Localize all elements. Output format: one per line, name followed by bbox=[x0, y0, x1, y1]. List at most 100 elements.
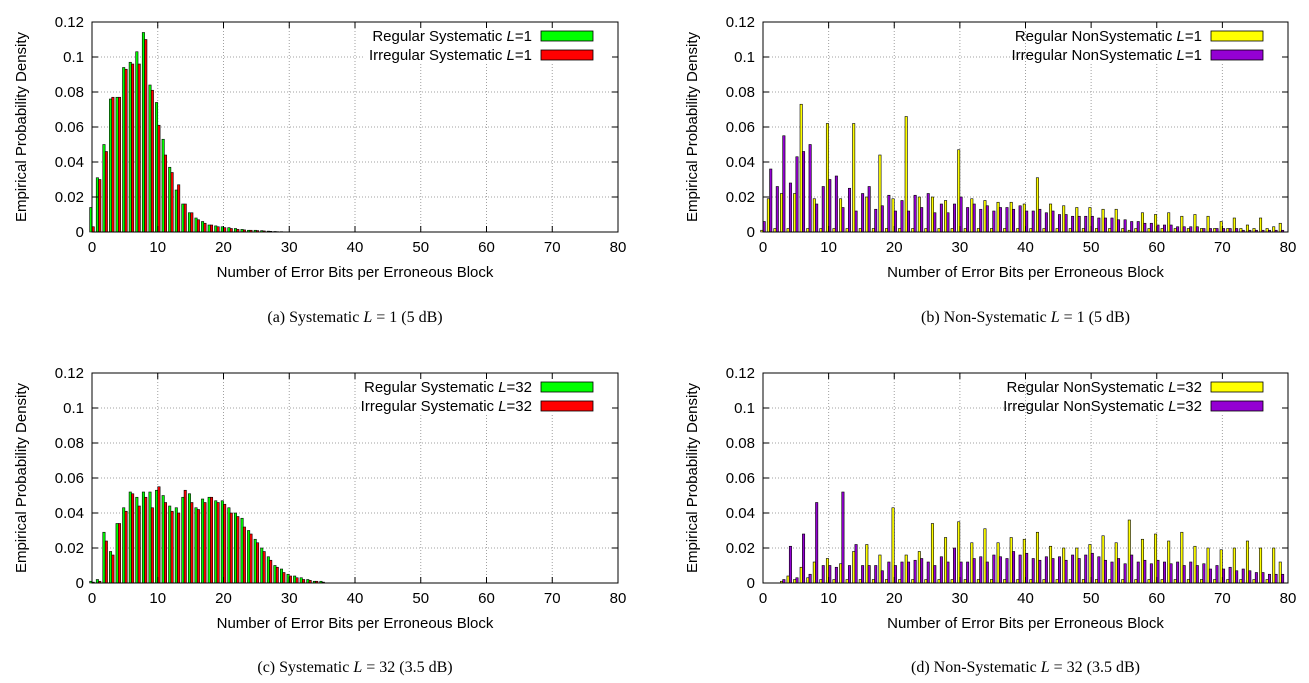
bar bbox=[1193, 214, 1197, 233]
bar bbox=[1095, 228, 1098, 233]
bar bbox=[898, 579, 902, 584]
bar bbox=[223, 503, 227, 584]
bar bbox=[996, 542, 1000, 584]
bar bbox=[976, 579, 980, 584]
bar bbox=[874, 565, 878, 584]
bar bbox=[1121, 579, 1125, 584]
y-axis-label: Empirical Probability Density bbox=[684, 31, 701, 222]
bar bbox=[913, 559, 917, 584]
bar bbox=[795, 156, 799, 233]
bar bbox=[911, 579, 915, 584]
bar bbox=[939, 203, 943, 233]
y-tick-label: 0 bbox=[76, 224, 84, 241]
bar bbox=[904, 116, 908, 233]
bar bbox=[1173, 228, 1177, 233]
bar bbox=[1259, 547, 1263, 584]
bar bbox=[782, 579, 786, 584]
bar bbox=[1186, 228, 1190, 233]
bar bbox=[1108, 228, 1112, 233]
bar bbox=[183, 203, 187, 233]
bar bbox=[104, 540, 108, 584]
bar bbox=[1189, 561, 1193, 584]
bar bbox=[1044, 212, 1048, 233]
bar bbox=[998, 207, 1002, 233]
bar bbox=[273, 565, 277, 584]
bar bbox=[236, 516, 240, 584]
bar bbox=[867, 565, 871, 584]
y-tick-label: 0.12 bbox=[55, 14, 84, 31]
legend-label-0: Regular NonSystematic L=1 bbox=[1015, 28, 1202, 45]
x-tick-label: 20 bbox=[215, 590, 232, 607]
subplot-d: 0 0.02 0.04 0.06 0.08 0.1 0.12 0 10 20 30 40 50 60 70 8… bbox=[684, 365, 1296, 676]
y-tick-label: 0.04 bbox=[55, 505, 84, 522]
bar bbox=[1281, 573, 1285, 584]
bar bbox=[214, 225, 218, 233]
ticks bbox=[762, 372, 1289, 584]
bar bbox=[177, 184, 181, 233]
bar bbox=[256, 542, 260, 584]
bars bbox=[89, 486, 325, 584]
bar bbox=[979, 556, 983, 584]
bar bbox=[194, 217, 198, 233]
bar bbox=[1147, 228, 1151, 233]
y-tick-label: 0.1 bbox=[734, 49, 755, 66]
y-tick-label: 0.06 bbox=[55, 470, 84, 487]
bar bbox=[124, 510, 128, 584]
bar bbox=[946, 561, 950, 584]
bar bbox=[904, 554, 908, 584]
bar bbox=[937, 228, 941, 233]
bar bbox=[878, 554, 882, 584]
bar bbox=[920, 558, 924, 584]
bar bbox=[852, 123, 856, 233]
bar bbox=[135, 51, 139, 233]
bar bbox=[1232, 217, 1236, 233]
bar bbox=[128, 61, 132, 233]
bar bbox=[808, 573, 812, 584]
bar bbox=[858, 228, 862, 233]
bar bbox=[266, 556, 270, 584]
bar bbox=[871, 228, 875, 233]
legend-label-0: Regular NonSystematic L=32 bbox=[1006, 379, 1202, 396]
bar bbox=[229, 512, 233, 584]
bar bbox=[1167, 540, 1171, 584]
bar bbox=[979, 208, 983, 233]
bar bbox=[861, 193, 865, 233]
bar bbox=[262, 551, 266, 584]
bar bbox=[1058, 556, 1061, 584]
bar bbox=[957, 149, 961, 233]
bar bbox=[963, 228, 967, 233]
bar bbox=[214, 500, 218, 584]
legend-label-0: Regular Systematic L=32 bbox=[364, 379, 532, 396]
bar bbox=[766, 198, 770, 233]
bar bbox=[1101, 208, 1105, 233]
y-tick-label: 0.04 bbox=[726, 154, 755, 171]
bar bbox=[1169, 224, 1173, 233]
bar bbox=[122, 67, 126, 233]
x-tick-label: 50 bbox=[412, 239, 429, 256]
bar bbox=[985, 205, 989, 233]
bar bbox=[122, 507, 126, 584]
y-tick-label: 0 bbox=[747, 224, 755, 241]
bar bbox=[1117, 219, 1121, 233]
bar bbox=[1252, 228, 1256, 233]
bar bbox=[786, 575, 790, 584]
bar bbox=[911, 228, 915, 233]
bar bbox=[1035, 531, 1039, 584]
bar bbox=[95, 177, 99, 233]
bar bbox=[1103, 217, 1107, 233]
bar bbox=[867, 186, 871, 233]
bar bbox=[280, 568, 283, 584]
bar bbox=[861, 565, 865, 584]
y-tick-label: 0 bbox=[747, 575, 755, 592]
bar bbox=[874, 208, 878, 233]
bar bbox=[907, 210, 911, 233]
bar bbox=[1149, 222, 1153, 233]
y-tick-label: 0.12 bbox=[55, 365, 84, 382]
bar bbox=[1110, 561, 1114, 584]
bar bbox=[282, 572, 286, 584]
bar bbox=[917, 196, 921, 233]
bar bbox=[1003, 579, 1007, 584]
bar bbox=[1241, 568, 1245, 584]
bar bbox=[1049, 203, 1053, 233]
bar bbox=[1121, 228, 1125, 233]
